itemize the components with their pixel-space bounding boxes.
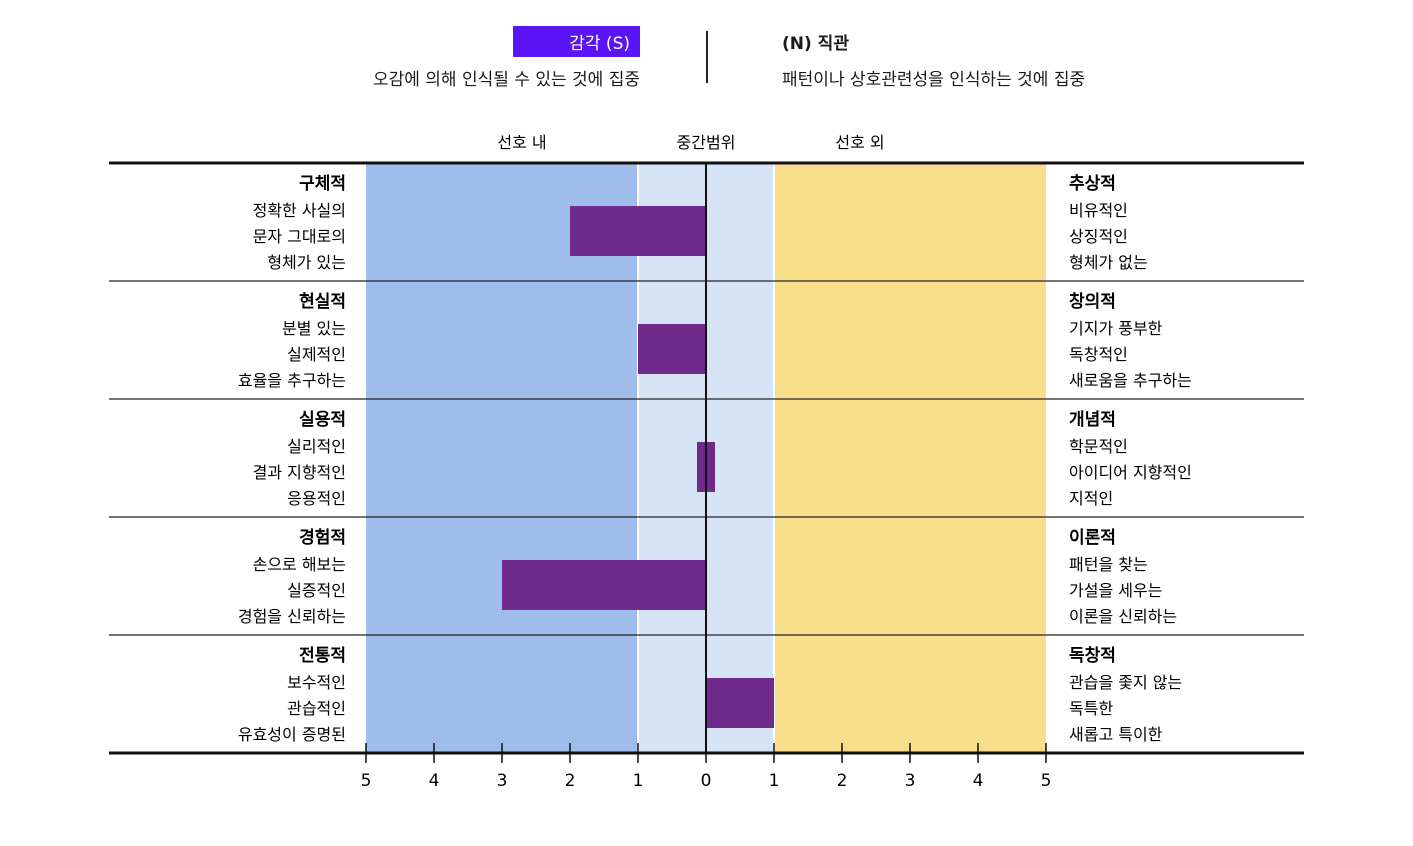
right-trait-item: 형체가 없는	[1069, 253, 1148, 272]
right-trait-item: 상징적인	[1069, 227, 1128, 246]
tick-label-6: 1	[769, 771, 780, 791]
right-trait-title: 창의적	[1069, 292, 1116, 312]
right-trait-item: 기지가 풍부한	[1069, 319, 1163, 338]
intuition-description: 패턴이나 상호관련성을 인식하는 것에 집중	[782, 70, 1086, 90]
zone-band-2	[774, 163, 1046, 753]
intuition-title: (N) 직관	[782, 34, 849, 54]
right-trait-title: 독창적	[1069, 646, 1116, 666]
bar-4	[706, 678, 774, 728]
right-trait-item: 독창적인	[1069, 345, 1128, 364]
bar-3	[502, 560, 706, 610]
left-trait-item: 정확한 사실의	[253, 201, 346, 220]
left-trait-title: 전통적	[299, 646, 346, 666]
sensing-header: 감각 (S) 오감에 의해 인식될 수 있는 것에 집중	[373, 26, 640, 90]
right-trait-item: 관습을 좇지 않는	[1069, 673, 1182, 692]
bar-1	[638, 324, 706, 374]
tick-label-7: 2	[837, 771, 848, 791]
tick-label-9: 4	[973, 771, 984, 791]
zone-band-0	[366, 163, 638, 753]
intuition-header: (N) 직관 패턴이나 상호관련성을 인식하는 것에 집중	[782, 29, 1085, 90]
right-trait-item: 이론을 신뢰하는	[1069, 607, 1177, 626]
tick-label-2: 3	[497, 771, 508, 791]
tick-label-1: 4	[429, 771, 440, 791]
right-trait-item: 학문적인	[1069, 437, 1128, 456]
zone-label-0: 선호 내	[497, 133, 546, 152]
bar-0	[570, 206, 706, 256]
zone-label-2: 선호 외	[835, 133, 884, 152]
tick-label-4: 1	[633, 771, 644, 791]
left-trait-item: 결과 지향적인	[253, 463, 346, 482]
left-trait-item: 문자 그대로의	[253, 227, 346, 246]
left-trait-item: 실제적인	[287, 345, 346, 364]
left-trait-item: 실리적인	[287, 437, 346, 456]
right-trait-item: 아이디어 지향적인	[1069, 463, 1192, 482]
left-trait-item: 실증적인	[287, 581, 346, 600]
right-trait-item: 새로움을 추구하는	[1069, 371, 1192, 390]
left-trait-title: 실용적	[299, 410, 346, 430]
right-trait-item: 비유적인	[1069, 201, 1128, 220]
right-trait-item: 가설을 세우는	[1069, 581, 1162, 600]
left-trait-item: 보수적인	[287, 673, 346, 692]
left-trait-title: 경험적	[299, 527, 346, 548]
left-trait-item: 형체가 있는	[267, 253, 346, 272]
sensing-badge: 감각 (S)	[513, 26, 640, 57]
right-trait-item: 지적인	[1069, 489, 1113, 508]
right-trait-title: 개념적	[1069, 409, 1116, 430]
left-trait-title: 현실적	[299, 292, 346, 312]
zone-label-1: 중간범위	[677, 133, 736, 152]
left-trait-item: 손으로 해보는	[253, 555, 346, 574]
tick-label-10: 5	[1041, 771, 1052, 791]
right-trait-item: 새롭고 특이한	[1069, 725, 1163, 744]
right-trait-item: 패턴을 찾는	[1069, 555, 1148, 574]
left-trait-item: 관습적인	[287, 699, 346, 718]
right-trait-item: 독특한	[1069, 699, 1113, 718]
tick-label-8: 3	[905, 771, 916, 791]
left-trait-item: 유효성이 증명된	[238, 725, 346, 744]
tick-label-3: 2	[565, 771, 576, 791]
zone-gap-0	[637, 163, 639, 753]
right-trait-title: 추상적	[1069, 174, 1116, 194]
left-trait-item: 효율을 추구하는	[238, 371, 346, 390]
left-trait-title: 구체적	[299, 174, 346, 194]
tick-label-5: 0	[701, 771, 712, 791]
left-trait-item: 분별 있는	[282, 319, 346, 338]
right-trait-title: 이론적	[1069, 528, 1116, 548]
left-trait-item: 경험을 신뢰하는	[238, 607, 346, 626]
header-divider	[706, 31, 708, 83]
zone-gap-1	[773, 163, 775, 753]
tick-label-0: 5	[361, 771, 372, 791]
left-trait-item: 응용적인	[287, 489, 346, 508]
sensing-description: 오감에 의해 인식될 수 있는 것에 집중	[372, 70, 640, 90]
